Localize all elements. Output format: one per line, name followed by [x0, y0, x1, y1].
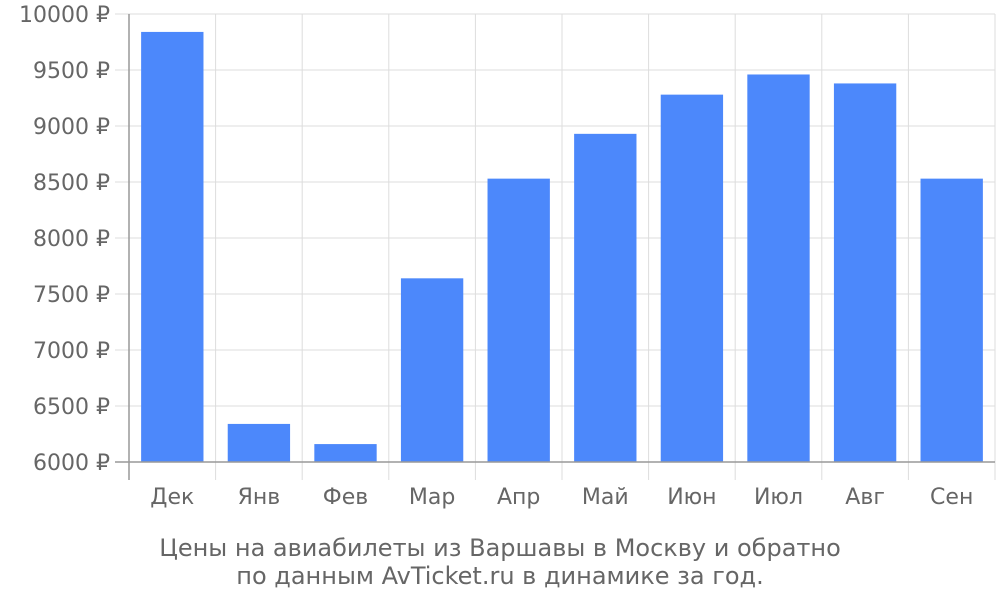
- x-tick-label: Янв: [238, 485, 281, 510]
- y-tick-label: 9000 ₽: [33, 115, 110, 140]
- y-tick-label: 10000 ₽: [19, 3, 110, 28]
- x-tick-label: Мар: [409, 485, 455, 510]
- y-tick-label: 6000 ₽: [33, 451, 110, 476]
- y-tick-label: 8500 ₽: [33, 171, 110, 196]
- bar-9: [833, 83, 897, 462]
- x-tick-label: Июл: [754, 485, 803, 510]
- x-tick-label: Апр: [497, 485, 540, 510]
- x-tick-label: Фев: [323, 485, 368, 510]
- bar-2: [227, 423, 291, 462]
- x-tick-label: Авг: [845, 485, 885, 510]
- chart-caption-line-1: Цены на авиабилеты из Варшавы в Москву и…: [159, 534, 841, 562]
- bar-8: [747, 74, 810, 462]
- bar-6: [574, 133, 637, 462]
- x-tick-label: Июн: [667, 485, 716, 510]
- bar-3: [314, 444, 377, 462]
- x-tick-label: Сен: [930, 485, 973, 510]
- bar-10: [920, 178, 983, 462]
- y-tick-label: 6500 ₽: [33, 395, 110, 420]
- bar-1: [141, 31, 204, 462]
- y-tick-label: 8000 ₽: [33, 227, 110, 252]
- y-tick-label: 7000 ₽: [33, 339, 110, 364]
- x-tick-label: Дек: [150, 485, 194, 510]
- chart-caption-line-2: по данным AvTicket.ru в динамике за год.: [236, 562, 764, 590]
- x-tick-label: Май: [582, 485, 629, 510]
- bar-5: [487, 178, 550, 462]
- bar-4: [400, 278, 464, 462]
- y-tick-label: 7500 ₽: [33, 283, 110, 308]
- y-tick-label: 9500 ₽: [33, 59, 110, 84]
- bar-7: [660, 94, 724, 462]
